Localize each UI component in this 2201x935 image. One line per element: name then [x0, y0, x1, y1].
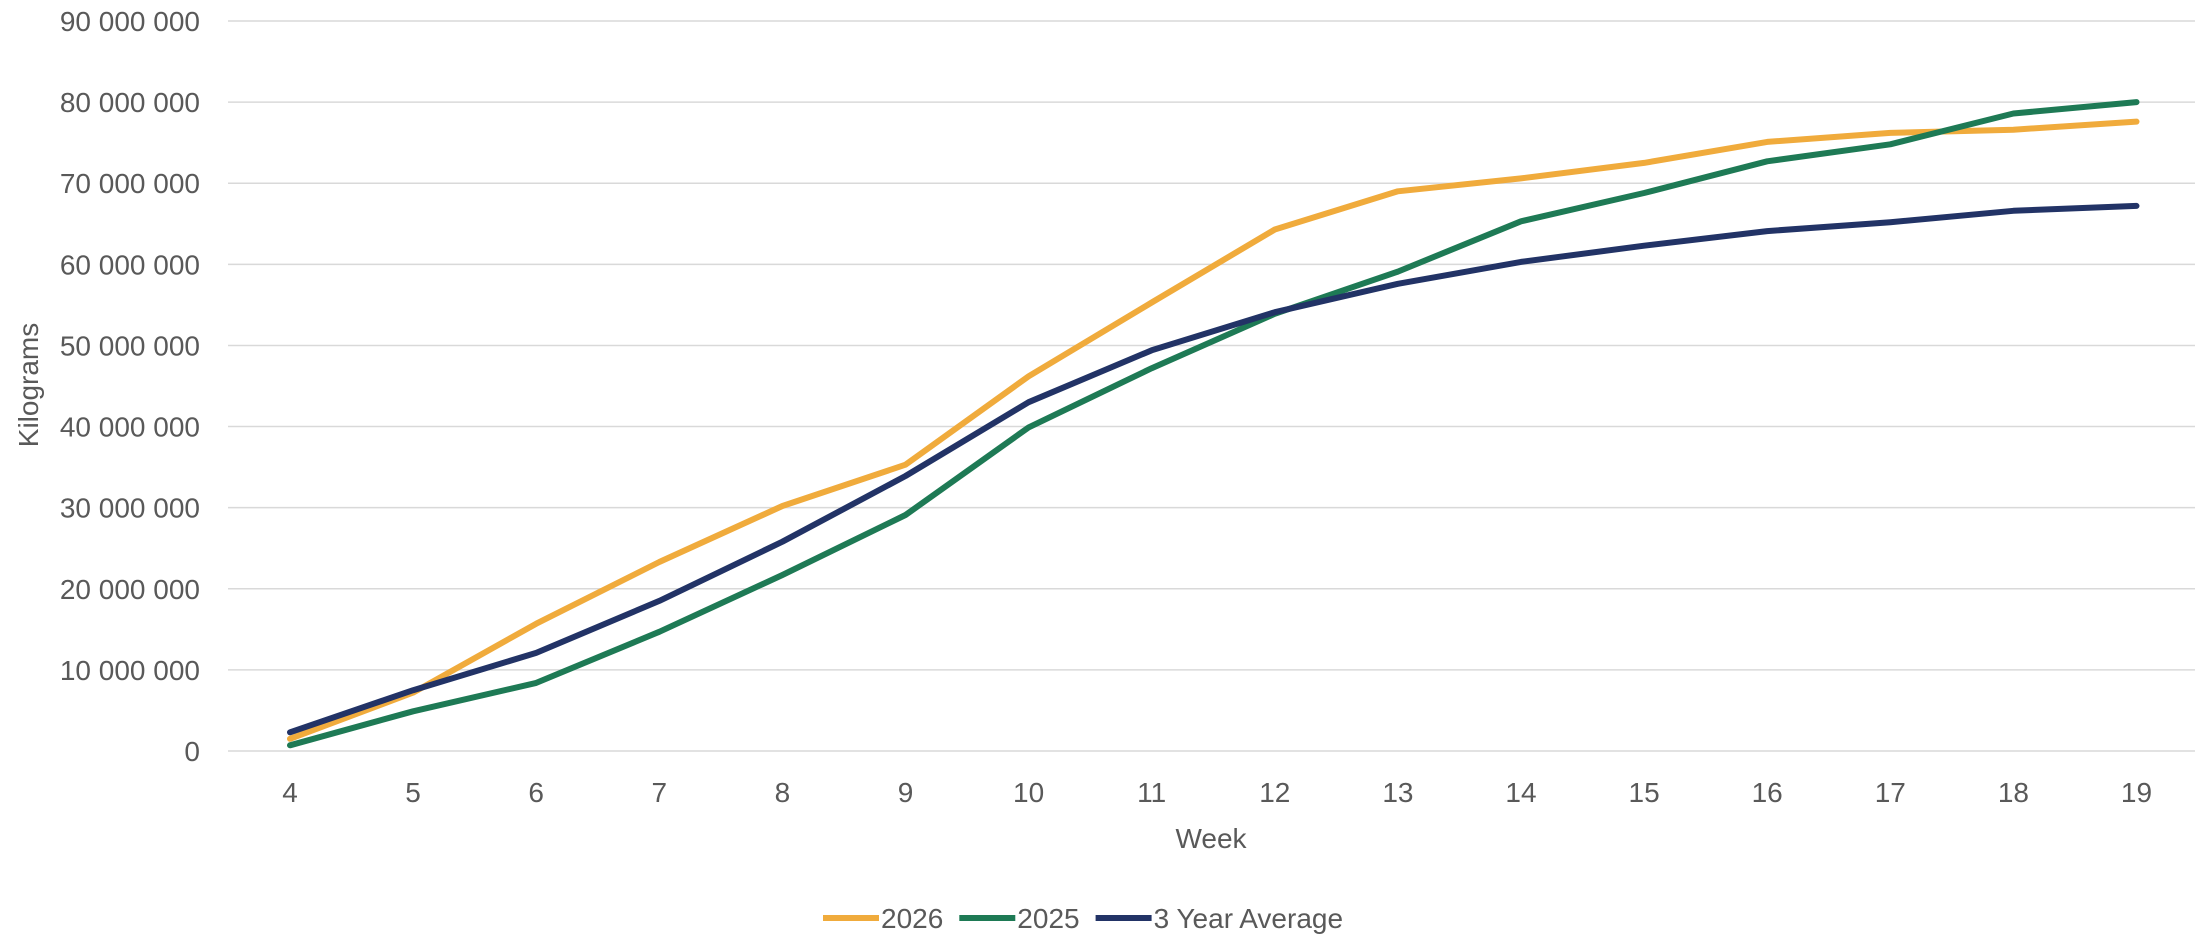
x-tick-label: 11: [1137, 777, 1166, 808]
x-tick-label: 12: [1259, 777, 1290, 808]
series-lines: [287, 99, 2140, 749]
y-tick-label: 0: [184, 736, 200, 767]
y-tick-label: 80 000 000: [60, 87, 200, 118]
x-tick-label: 5: [405, 777, 421, 808]
y-axis-title: Kilograms: [13, 323, 44, 447]
x-tick-label: 4: [282, 777, 298, 808]
x-tick-label: 10: [1013, 777, 1044, 808]
series-line-3-year-average: [287, 202, 2140, 736]
x-tick-label: 18: [1998, 777, 2029, 808]
x-tick-label: 17: [1875, 777, 1906, 808]
y-tick-label: 90 000 000: [60, 6, 200, 37]
x-tick-label: 14: [1505, 777, 1536, 808]
x-axis-tick-labels: 4 5 6 7 8 9 10 11 12 13 14 15 16 17 18 19: [282, 777, 2152, 808]
x-tick-label: 7: [652, 777, 668, 808]
x-tick-label: 19: [2121, 777, 2152, 808]
y-tick-label: 20 000 000: [60, 574, 200, 605]
series-line-2026: [287, 118, 2140, 742]
x-tick-label: 13: [1382, 777, 1413, 808]
y-axis-tick-labels: 0 10 000 000 20 000 000 30 000 000 40 000 00…: [60, 6, 200, 767]
legend-label: 2026: [881, 903, 943, 934]
y-tick-label: 60 000 000: [60, 249, 200, 280]
legend: 2026 2025 3 Year Average: [823, 903, 1343, 934]
gridlines: [228, 20, 2195, 752]
y-tick-label: 30 000 000: [60, 493, 200, 524]
y-tick-label: 40 000 000: [60, 412, 200, 443]
x-axis-title: Week: [1175, 823, 1247, 854]
legend-label: 2025: [1017, 903, 1079, 934]
y-tick-label: 10 000 000: [60, 655, 200, 686]
legend-label: 3 Year Average: [1154, 903, 1343, 934]
x-tick-label: 16: [1752, 777, 1783, 808]
y-tick-label: 70 000 000: [60, 168, 200, 199]
legend-item-3-year-average: 3 Year Average: [1095, 903, 1343, 934]
x-tick-label: 6: [528, 777, 544, 808]
y-tick-label: 50 000 000: [60, 330, 200, 361]
legend-item-2025: 2025: [959, 903, 1080, 934]
legend-item-2026: 2026: [823, 903, 943, 934]
x-tick-label: 8: [775, 777, 791, 808]
x-tick-label: 9: [898, 777, 914, 808]
series-line-2025: [287, 99, 2140, 749]
x-tick-label: 15: [1629, 777, 1660, 808]
